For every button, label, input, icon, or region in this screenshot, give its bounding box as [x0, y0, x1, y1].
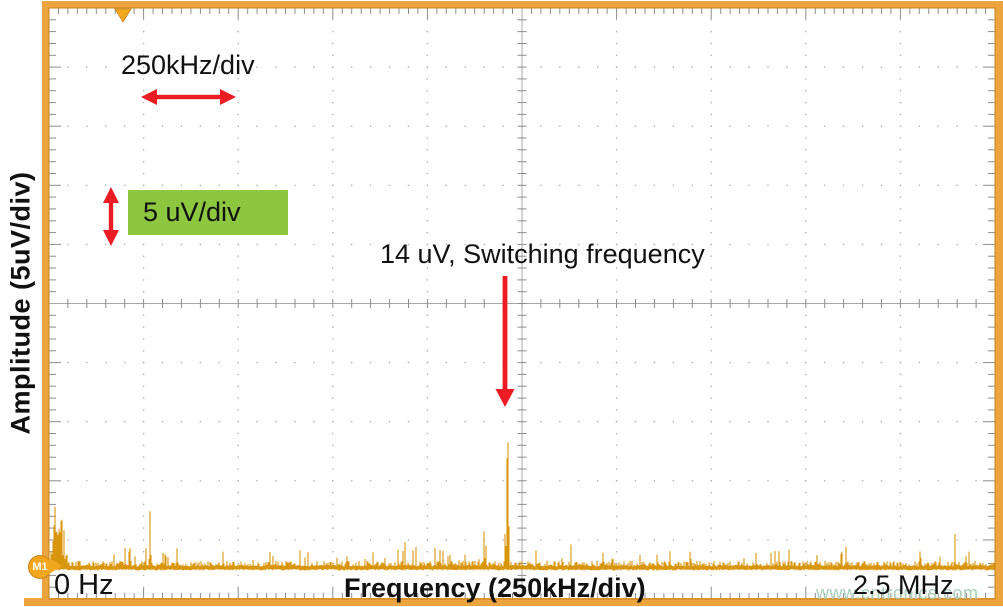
watermark-text: www.cntronics.com	[816, 583, 979, 603]
annotation-arrows	[103, 89, 515, 407]
switching-peak-annotation: 14 uV, Switching frequency	[380, 239, 705, 269]
x-axis-min-label: 0 Hz	[54, 569, 114, 601]
m1-marker-badge: M1	[28, 555, 52, 579]
scope-frame	[24, 1, 1003, 606]
v-scale-arrow-icon	[103, 187, 119, 203]
peak-pointer-arrow-icon	[495, 389, 515, 407]
center-axis-lines	[48, 7, 996, 600]
grid-dots	[48, 7, 996, 600]
h-scale-arrow-icon	[141, 89, 157, 105]
vertical-scale-box: 5 uV/div	[128, 190, 288, 235]
x-axis-title: Frequency (250kHz/div)	[344, 573, 646, 603]
y-axis-label: Amplitude (5uV/div)	[5, 171, 36, 435]
vertical-scale-label: 5 uV/div	[143, 197, 241, 227]
top-reference-marker-icon	[114, 8, 132, 23]
horizontal-scale-label: 250kHz/div	[121, 50, 255, 80]
x-axis-max-label: 2.5 MHz	[853, 570, 954, 600]
m1-marker-pointer-icon	[49, 558, 62, 574]
